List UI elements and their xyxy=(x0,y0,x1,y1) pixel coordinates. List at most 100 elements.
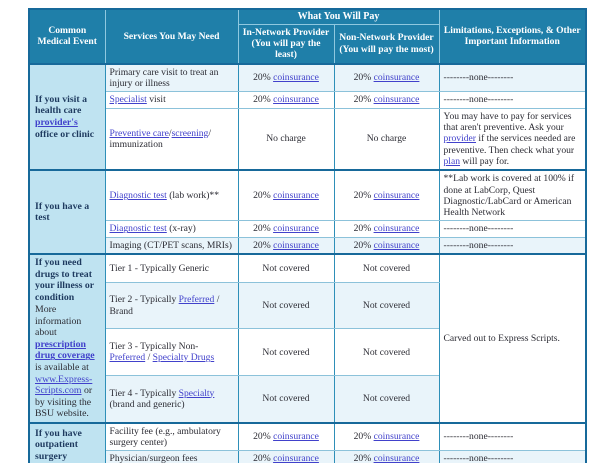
coinsurance-link[interactable]: coinsurance xyxy=(273,94,319,106)
text-segment: --------none-------- xyxy=(443,431,514,443)
text-segment: --------none-------- xyxy=(443,239,514,251)
text-segment: (x-ray) xyxy=(166,223,196,235)
non-network-cell: 20% coinsurance xyxy=(333,91,440,109)
text-segment: / Brand xyxy=(109,294,220,317)
coinsurance-link[interactable]: coinsurance xyxy=(373,239,420,251)
text-segment: Carved out to Express Scripts. xyxy=(443,332,560,344)
limitations-cell: **Lab work is covered at 100% if done at… xyxy=(438,169,587,222)
coinsurance-link[interactable]: coinsurance xyxy=(273,431,319,443)
text-segment: Tier 4 - Typically xyxy=(109,387,179,399)
provider-link[interactable]: provider's xyxy=(35,116,78,128)
table-row: Physician/surgeon fees 20% coinsurance 20%… xyxy=(29,450,587,463)
text-segment: Not covered xyxy=(362,393,411,405)
in-network-cell: Not covered xyxy=(237,374,335,424)
text-segment: 20% xyxy=(253,453,274,463)
limitations-cell: --------none-------- xyxy=(438,421,587,452)
specialist-link[interactable]: Specialist xyxy=(109,94,147,106)
text-segment: Not covered xyxy=(262,300,310,311)
non-network-cell: 20% coinsurance xyxy=(333,236,440,255)
column-header-non-network: Non-Network Provider (You will pay the m… xyxy=(333,23,440,65)
text-segment: will pay for. xyxy=(460,155,510,167)
event-title: If you need drugs to treat your illness … xyxy=(35,257,101,303)
provider-link[interactable]: provider xyxy=(443,133,477,145)
coinsurance-link[interactable]: coinsurance xyxy=(273,72,319,84)
preferred-link[interactable]: Preferred xyxy=(109,352,146,364)
text-segment: 20% xyxy=(253,223,274,235)
in-network-cell: Not covered xyxy=(237,328,335,376)
in-network-cell: 20% coinsurance xyxy=(237,450,335,463)
express-scripts-link[interactable]: www.Express-Scripts.com xyxy=(35,373,93,397)
text-segment: --------none-------- xyxy=(443,223,514,235)
prescription-drug-coverage-link[interactable]: prescription drug coverage xyxy=(35,338,95,362)
column-header-in-network: In-Network Provider (You will pay the le… xyxy=(237,23,335,65)
service-cell: Diagnostic test (x-ray) xyxy=(104,220,239,238)
event-cell: If you have a test xyxy=(28,169,106,255)
limitations-cell: --------none-------- xyxy=(438,236,587,255)
text-segment: visit xyxy=(146,94,166,106)
benefits-table-header: Common Medical Event Services You May Ne… xyxy=(28,8,587,65)
specialty-drugs-link[interactable]: Specialty Drugs xyxy=(152,352,215,364)
in-network-cell: 20% coinsurance xyxy=(237,91,335,109)
coinsurance-link[interactable]: coinsurance xyxy=(273,190,319,202)
text-segment: Facility fee (e.g., ambulatory surgery c… xyxy=(109,425,221,449)
text-segment: / xyxy=(168,127,172,139)
screening-link[interactable]: screening xyxy=(171,127,209,139)
event-title: If you have a test xyxy=(35,201,101,224)
coinsurance-link[interactable]: coinsurance xyxy=(373,72,420,84)
benefits-table-body: If you visit a health care provider's of… xyxy=(28,62,587,463)
table-row: Preventive care/screening/ immunization N… xyxy=(29,107,587,171)
service-cell: Tier 3 - Typically Non-Preferred / Speci… xyxy=(104,328,239,376)
benefits-table: Common Medical Event Services You May Ne… xyxy=(28,8,587,463)
plan-link[interactable]: plan xyxy=(443,155,461,167)
limitations-cell: --------none-------- xyxy=(438,450,587,463)
text-segment: More information about xyxy=(35,304,82,339)
table-row: Tier 4 - Typically Specialty (brand and … xyxy=(29,374,586,424)
text-segment: 20% xyxy=(353,190,374,202)
diagnostic-test-link[interactable]: Diagnostic test xyxy=(109,190,167,202)
table-row: If you have outpatient surgery Facility f… xyxy=(28,421,587,463)
coinsurance-link[interactable]: coinsurance xyxy=(373,190,420,202)
text-segment: / xyxy=(145,352,153,364)
limitations-cell: --------none-------- xyxy=(438,62,587,93)
text-segment: **Lab work is covered at 100% if done at… xyxy=(443,173,575,219)
coinsurance-link[interactable]: coinsurance xyxy=(273,453,319,463)
event-cell: If you visit a health care provider's of… xyxy=(28,62,106,171)
non-network-cell: Not covered xyxy=(333,253,440,283)
text-segment: If you visit a health care xyxy=(35,93,87,117)
non-network-cell: Not covered xyxy=(333,328,440,376)
text-segment: 20% xyxy=(253,94,274,106)
text-segment: Imaging (CT/PET scans, MRIs) xyxy=(109,239,232,251)
text-segment: 20% xyxy=(353,453,374,463)
coinsurance-link[interactable]: coinsurance xyxy=(373,94,420,106)
coinsurance-link[interactable]: coinsurance xyxy=(373,223,420,235)
service-cell: Tier 2 - Typically Preferred / Brand xyxy=(104,281,239,330)
column-header-common-medical-event: Common Medical Event xyxy=(28,8,106,65)
in-network-cell: 20% coinsurance xyxy=(237,62,335,93)
service-cell: Imaging (CT/PET scans, MRIs) xyxy=(104,236,239,255)
text-segment: --------none-------- xyxy=(443,72,514,84)
in-network-cell: 20% coinsurance xyxy=(237,169,335,222)
in-network-cell: No charge xyxy=(237,107,335,171)
preferred-link[interactable]: Preferred xyxy=(178,294,215,306)
coinsurance-link[interactable]: coinsurance xyxy=(273,239,319,251)
service-cell: Diagnostic test (lab work)** xyxy=(104,169,239,222)
coinsurance-link[interactable]: coinsurance xyxy=(373,453,420,463)
text-segment: 20% xyxy=(253,431,274,443)
in-network-cell: Not covered xyxy=(237,253,335,283)
text-segment: 20% xyxy=(253,190,274,202)
coinsurance-link[interactable]: coinsurance xyxy=(373,431,420,443)
text-segment: Tier 2 - Typically xyxy=(109,294,179,306)
column-header-limitations: Limitations, Exceptions, & Other Importa… xyxy=(438,8,587,65)
service-cell: Primary care visit to treat an injury or… xyxy=(104,62,239,93)
event-note: More information about prescription drug… xyxy=(35,304,101,419)
text-segment: Not covered xyxy=(262,393,310,405)
text-segment: Not covered xyxy=(262,346,310,358)
preventive-care-link[interactable]: Preventive care xyxy=(109,127,169,139)
non-network-cell: 20% coinsurance xyxy=(333,62,440,93)
text-segment: If you have outpatient surgery xyxy=(35,427,82,462)
text-segment: office or clinic xyxy=(35,128,95,140)
text-segment: --------none-------- xyxy=(443,94,514,106)
diagnostic-test-link[interactable]: Diagnostic test xyxy=(109,223,167,235)
coinsurance-link[interactable]: coinsurance xyxy=(273,223,319,235)
specialty-link[interactable]: Specialty xyxy=(178,387,215,399)
